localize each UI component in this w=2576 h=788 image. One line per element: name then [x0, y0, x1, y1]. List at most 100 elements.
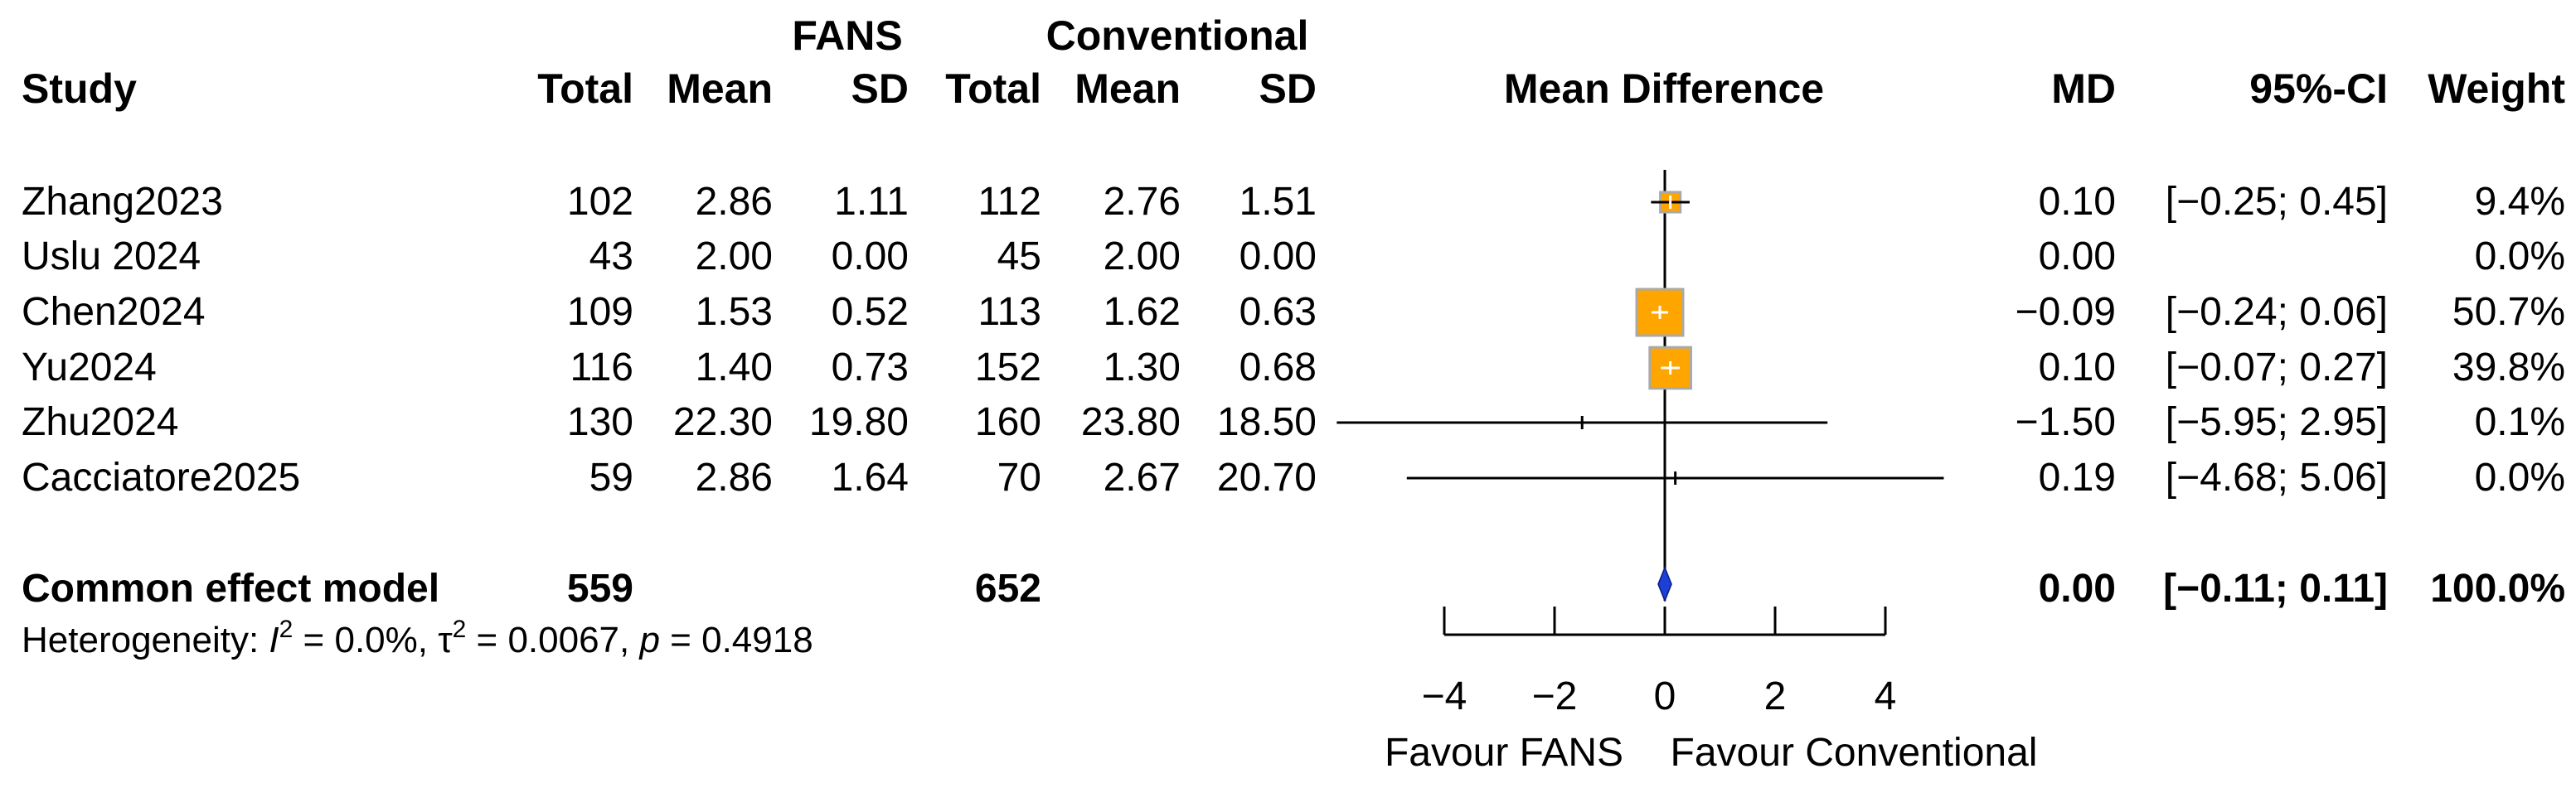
fans-sd: 0.52: [832, 290, 909, 334]
header-total-1: Total: [537, 65, 633, 112]
md-value: −1.50: [2016, 400, 2116, 444]
study-row: Zhu2024 130 22.30 19.80 160 23.80 18.50 …: [22, 400, 2565, 444]
fans-total: 116: [570, 346, 633, 389]
study-row: Zhang2023 102 2.86 1.11 112 2.76 1.51 0.…: [22, 180, 2565, 224]
forest-marks: [1337, 170, 1944, 603]
het-i2-sup: 2: [279, 616, 293, 643]
conv-sd: 0.00: [1239, 234, 1317, 278]
x-tick-label: 0: [1654, 674, 1676, 718]
pooled-conv-total: 652: [975, 567, 1041, 611]
x-axis: −4 −2 0 2 4: [1422, 607, 1897, 718]
het-tau-symbol: τ: [438, 620, 453, 660]
ci-value: [−0.25; 0.45]: [2166, 180, 2388, 224]
ci-value: [−0.07; 0.27]: [2166, 346, 2388, 389]
study-name: Yu2024: [22, 346, 157, 389]
md-value: 0.00: [2039, 234, 2116, 278]
conv-sd: 0.63: [1239, 290, 1317, 334]
fans-mean: 1.53: [696, 290, 773, 334]
header-group1: FANS: [792, 12, 902, 59]
weight-value: 9.4%: [2475, 180, 2565, 224]
md-value: −0.09: [2016, 290, 2116, 334]
conv-mean: 2.67: [1104, 456, 1181, 500]
fans-mean: 22.30: [673, 400, 773, 444]
pooled-diamond: [1657, 565, 1672, 603]
ci-value: [−4.68; 5.06]: [2166, 456, 2388, 500]
ci-value: [−0.24; 0.06]: [2166, 290, 2388, 334]
pooled-weight: 100.0%: [2430, 567, 2565, 611]
het-p-symbol: p: [638, 620, 659, 660]
conv-total: 70: [997, 456, 1041, 500]
fans-total: 102: [567, 180, 633, 224]
header-effect: Mean Difference: [1504, 65, 1824, 112]
fans-sd: 1.64: [832, 456, 909, 500]
fans-sd: 0.73: [832, 346, 909, 389]
fans-sd: 19.80: [809, 400, 909, 444]
conv-sd: 18.50: [1217, 400, 1317, 444]
conv-mean: 1.30: [1104, 346, 1181, 389]
weight-value: 50.7%: [2452, 290, 2565, 334]
het-prefix: Heterogeneity:: [22, 620, 269, 660]
header-total-2: Total: [945, 65, 1041, 112]
fans-total: 109: [567, 290, 633, 334]
md-value: 0.10: [2039, 180, 2116, 224]
fans-total: 130: [567, 400, 633, 444]
header-study: Study: [22, 65, 137, 112]
study-name: Chen2024: [22, 290, 206, 334]
x-label-left: Favour FANS: [1385, 731, 1623, 775]
weight-value: 0.0%: [2475, 234, 2565, 278]
het-tau-value: = 0.0067,: [466, 620, 639, 660]
study-rows: Zhang2023 102 2.86 1.11 112 2.76 1.51 0.…: [22, 180, 2565, 500]
fans-mean: 2.86: [696, 456, 773, 500]
pooled-fans-total: 559: [567, 567, 633, 611]
study-row: Yu2024 116 1.40 0.73 152 1.30 0.68 0.10 …: [22, 346, 2565, 389]
header-sd-2: SD: [1259, 65, 1317, 112]
conv-sd: 0.68: [1239, 346, 1317, 389]
study-name: Zhang2023: [22, 180, 223, 224]
study-name: Zhu2024: [22, 400, 179, 444]
conv-mean: 23.80: [1081, 400, 1181, 444]
x-tick-label: 4: [1875, 674, 1897, 718]
conv-total: 152: [975, 346, 1041, 389]
heterogeneity-text: Heterogeneity: I2 = 0.0%, τ2 = 0.0067, p…: [22, 616, 813, 660]
conv-sd: 1.51: [1239, 180, 1317, 224]
fans-sd: 0.00: [832, 234, 909, 278]
md-value: 0.10: [2039, 346, 2116, 389]
pooled-name: Common effect model: [22, 567, 439, 611]
conv-total: 160: [975, 400, 1041, 444]
header-sd-1: SD: [851, 65, 909, 112]
study-name: Cacciatore2025: [22, 456, 300, 500]
conv-mean: 2.76: [1104, 180, 1181, 224]
fans-total: 59: [589, 456, 633, 500]
x-tick-label: −2: [1532, 674, 1578, 718]
pooled-md: 0.00: [2039, 567, 2116, 611]
md-value: 0.19: [2039, 456, 2116, 500]
study-row: Chen2024 109 1.53 0.52 113 1.62 0.63 −0.…: [22, 290, 2565, 334]
header-mean-2: Mean: [1075, 65, 1181, 112]
het-p-value: = 0.4918: [660, 620, 813, 660]
conv-mean: 1.62: [1104, 290, 1181, 334]
fans-mean: 2.86: [696, 180, 773, 224]
het-i2-value: = 0.0%,: [293, 620, 438, 660]
x-tick-label: 2: [1764, 674, 1787, 718]
pooled-ci: [−0.11; 0.11]: [2163, 567, 2388, 611]
header-weight: Weight: [2428, 65, 2565, 112]
het-i2-symbol: I: [269, 620, 279, 660]
study-row: Uslu 2024 43 2.00 0.00 45 2.00 0.00 0.00…: [22, 234, 2565, 278]
fans-total: 43: [589, 234, 633, 278]
het-tau-sup: 2: [453, 616, 467, 643]
conv-sd: 20.70: [1217, 456, 1317, 500]
conv-total: 45: [997, 234, 1041, 278]
ci-value: [−5.95; 2.95]: [2166, 400, 2388, 444]
header-group2: Conventional: [1046, 12, 1309, 59]
x-tick-label: −4: [1422, 674, 1467, 718]
fans-sd: 1.11: [834, 180, 909, 224]
header-mean-1: Mean: [667, 65, 773, 112]
fans-mean: 2.00: [696, 234, 773, 278]
header-md: MD: [2051, 65, 2116, 112]
study-row: Cacciatore2025 59 2.86 1.64 70 2.67 20.7…: [22, 456, 2565, 500]
weight-value: 0.0%: [2475, 456, 2565, 500]
conv-total: 113: [978, 290, 1041, 334]
pooled-row: Common effect model 559 652 0.00 [−0.11;…: [22, 567, 2565, 611]
conv-total: 112: [978, 180, 1041, 224]
